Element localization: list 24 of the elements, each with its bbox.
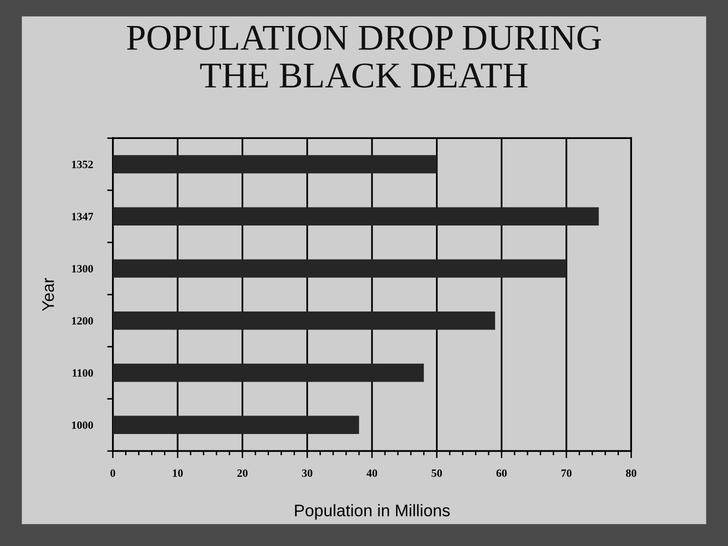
bar [112,259,566,278]
x-tick-label: 40 [366,469,378,477]
x-tick-label: 80 [626,469,636,477]
y-tick-label: 1300 [72,264,93,272]
y-tick-label: 1352 [72,160,93,168]
y-tick-label: 1200 [72,317,93,325]
chart-title: POPULATION DROP DURING THE BLACK DEATH [126,26,601,88]
x-tick-label: 10 [172,469,183,477]
bar [112,416,360,434]
x-tick-label: 30 [302,469,312,477]
x-tick-label: 0 [110,469,116,477]
y-axis-title: Year [42,278,54,312]
bar [112,155,437,174]
x-axis-title: Population in Millions [295,504,450,520]
bar [112,312,496,330]
x-tick-label: 70 [561,469,572,477]
y-tick-label: 1347 [72,212,94,220]
bar [112,207,599,226]
x-tick-label: 50 [432,469,442,477]
x-tick-label: 20 [237,469,248,477]
y-tick-label: 1000 [72,421,93,429]
y-tick-label: 1100 [72,369,93,377]
x-tick-label: 60 [496,469,507,477]
bar [112,364,424,382]
